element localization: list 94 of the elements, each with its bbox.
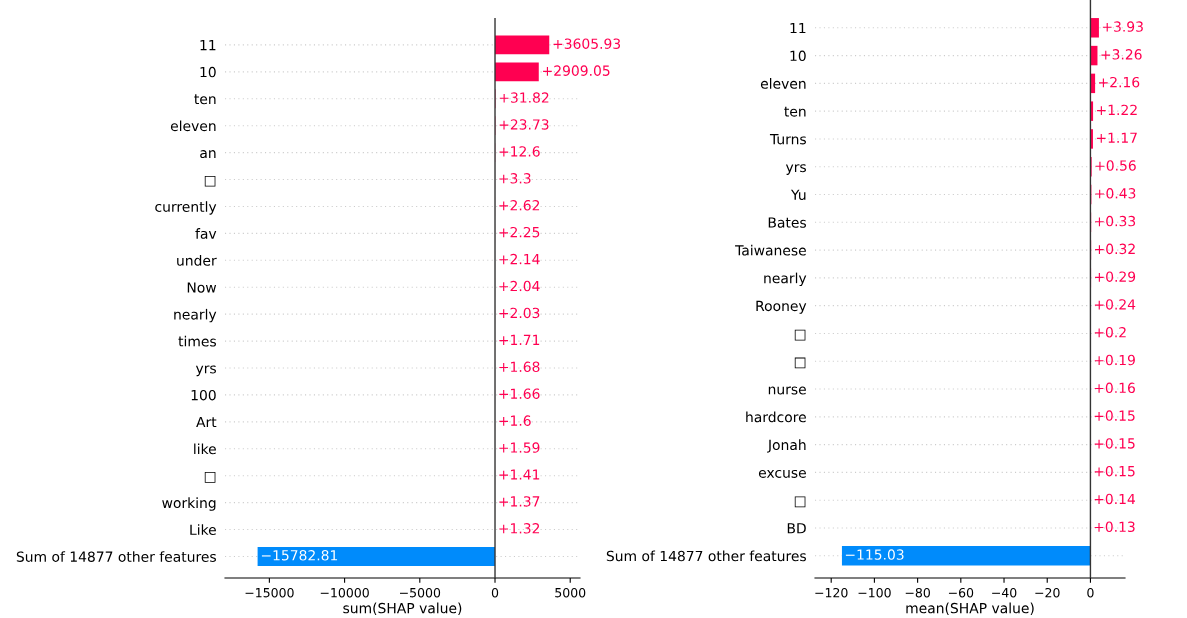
data-label: +0.19 (1094, 354, 1135, 366)
y-tick-label: under (177, 255, 217, 266)
data-label: +1.32 (499, 523, 540, 534)
y-tick-label: Jonah (767, 439, 806, 453)
x-tick-label: −60 (948, 587, 974, 598)
data-label: +1.41 (499, 469, 540, 480)
x-tick-label: −10000 (320, 587, 369, 598)
data-label: +0.2 (1094, 326, 1126, 338)
data-label: +3.26 (1101, 49, 1142, 60)
y-tick-label: nearly (174, 308, 217, 323)
data-label: +2.16 (1099, 76, 1140, 88)
y-tick-label: □ (794, 496, 806, 508)
data-label: +12.6 (499, 146, 540, 157)
y-tick-label: eleven (760, 78, 806, 89)
y-tick-label: Bates (768, 217, 806, 228)
x-tick-label: −5000 (399, 587, 441, 598)
y-tick-label: excuse (758, 469, 806, 478)
y-tick-label: Now (187, 282, 217, 293)
y-tick-label: Rooney (756, 300, 807, 314)
data-label: +1.22 (1097, 104, 1137, 115)
x-axis-title: mean(SHAP value) (906, 602, 1034, 615)
y-tick-label: □ (204, 472, 216, 483)
y-tick-label: 11 (200, 40, 216, 51)
y-tick-label: yrs (785, 164, 806, 175)
x-tick-label: −80 (905, 587, 930, 598)
y-tick-label: an (200, 150, 216, 159)
y-tick-label: 10 (790, 50, 806, 62)
data-label: +2.62 (499, 199, 540, 211)
y-tick-label: Turns (769, 134, 806, 145)
y-tick-label: like (194, 443, 216, 455)
data-label: +23.73 (499, 119, 549, 130)
data-label: +0.16 (1094, 382, 1135, 394)
y-tick-label: working (162, 497, 216, 511)
y-tick-label: currently (155, 201, 217, 215)
y-tick-label: fav (195, 228, 217, 239)
data-label: +0.56 (1095, 160, 1136, 171)
data-label: +0.33 (1095, 215, 1136, 227)
data-label: +3.93 (1102, 21, 1143, 32)
y-tick-label: nearly (764, 272, 807, 287)
y-tick-label: 100 (191, 389, 216, 401)
y-tick-label: Taiwanese (735, 244, 806, 256)
x-tick-label: −100 (858, 587, 891, 598)
y-tick-label: □ (794, 329, 806, 341)
data-label: +0.15 (1094, 410, 1135, 421)
x-tick-label: 0 (491, 587, 499, 598)
data-label: +31.82 (499, 92, 549, 103)
data-label: +1.17 (1096, 132, 1137, 143)
y-tick-label: yrs (195, 365, 216, 377)
data-label: +0.43 (1095, 188, 1136, 199)
data-label: +1.37 (499, 496, 540, 507)
y-tick-label: 10 (200, 66, 216, 78)
y-tick-label: eleven (170, 120, 216, 132)
x-tick-label: −40 (992, 587, 1017, 598)
data-label: −115.03 (845, 549, 904, 560)
y-tick-label: nurse (768, 386, 806, 395)
data-label: +0.29 (1095, 271, 1136, 282)
data-label: +3.3 (499, 173, 531, 184)
x-tick-label: 0 (1087, 587, 1094, 598)
data-label: +3605.93 (553, 38, 621, 49)
data-label: +2.03 (499, 307, 540, 319)
data-label: +0.32 (1095, 243, 1135, 255)
data-label: +0.15 (1094, 465, 1135, 477)
x-axis-title: sum(SHAP value) (343, 602, 462, 615)
data-label: +2.04 (499, 280, 540, 292)
data-label: −15782.81 (261, 549, 338, 561)
x-tick-label: −120 (815, 587, 848, 598)
y-tick-label: □ (794, 357, 806, 369)
y-tick-label: Sum of 14877 other features (606, 550, 806, 562)
data-label: +1.66 (499, 388, 540, 399)
y-tick-label: BD (787, 523, 806, 534)
y-tick-label: times (178, 335, 216, 347)
y-tick-label: Yu (790, 189, 806, 200)
data-label: +1.71 (499, 334, 540, 345)
data-label: +1.6 (499, 415, 531, 426)
y-tick-label: Sum of 14877 other features (16, 551, 216, 562)
data-label: +1.68 (499, 361, 540, 373)
data-label: +0.24 (1094, 299, 1136, 310)
data-label: +2.25 (499, 226, 540, 238)
data-label: +0.13 (1094, 521, 1135, 533)
data-label: +2909.05 (543, 65, 610, 76)
y-tick-label: ten (194, 94, 216, 105)
y-tick-label: Like (190, 524, 216, 536)
data-label: +0.15 (1094, 438, 1135, 449)
y-tick-label: 11 (790, 22, 806, 34)
x-tick-label: 5000 (555, 587, 586, 598)
data-label: +0.14 (1094, 493, 1135, 505)
data-label: +2.14 (499, 253, 540, 265)
y-tick-label: □ (204, 175, 216, 187)
x-tick-label: −20 (1035, 587, 1060, 598)
data-label: +1.59 (499, 442, 540, 453)
y-tick-label: Art (196, 417, 217, 428)
x-tick-label: −15000 (245, 587, 294, 598)
y-tick-label: hardcore (746, 411, 806, 423)
y-tick-label: ten (784, 106, 806, 117)
